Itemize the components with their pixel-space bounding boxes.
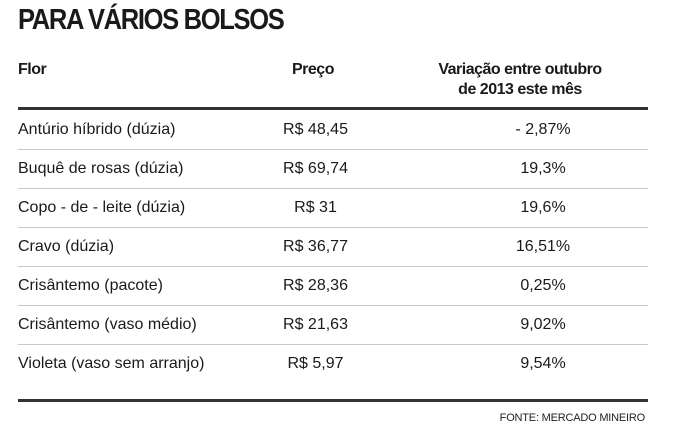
footer-divider (18, 399, 648, 402)
variation-cell: 19,6% (378, 188, 648, 228)
variation-cell: 16,51% (378, 227, 648, 267)
variation-cell: 9,54% (520, 355, 566, 372)
table-row: Copo - de - leite (dúzia) R$ 31 19,6% (18, 188, 648, 228)
header-variacao-line2: de 2013 este mês (458, 81, 582, 98)
header-divider (18, 107, 648, 110)
flower-cell: Violeta (vaso sem arranjo) (18, 355, 205, 372)
price-cell: R$ 69,74 (253, 149, 378, 189)
page-title: PARA VÁRIOS BOLSOS (18, 4, 285, 36)
price-table: Antúrio híbrido (dúzia) R$ 48,45- 2,87% Bu… (18, 111, 648, 383)
variation-cell: - 2,87% (378, 111, 648, 150)
table-row: Crisântemo (pacote) R$ 28,36 0,25% (18, 266, 648, 306)
price-cell: R$ 36,77 (253, 227, 378, 267)
variation-cell: 0,25% (378, 266, 648, 306)
header-flor: Flor (18, 61, 47, 78)
header-variacao: Variação entre outubro de 2013 este mês (420, 60, 620, 100)
flower-cell: Buquê de rosas (dúzia) (18, 149, 253, 189)
source-note: FONTE: MERCADO MINEIRO (499, 412, 646, 424)
flower-cell: Crisântemo (pacote) (18, 266, 253, 306)
flower-cell: Cravo (dúzia) (18, 227, 253, 267)
price-cell: R$ 31 (253, 188, 378, 228)
flower-cell: Antúrio híbrido (dúzia) (18, 111, 253, 150)
variation-cell: 9,02% (378, 305, 648, 345)
price-cell: R$ 21,63 (253, 305, 378, 345)
table-row: Cravo (dúzia) R$ 36,77 16,51% (18, 227, 648, 267)
table-row: Violeta (vaso sem arranjo) R$ 5,97 9,54% (18, 345, 648, 384)
flower-cell: Copo - de - leite (dúzia) (18, 188, 253, 228)
flower-cell: Crisântemo (vaso médio) (18, 305, 253, 345)
header-variacao-line1: Variação entre outubro (438, 61, 602, 78)
header-preco: Preço (292, 61, 334, 78)
price-cell: R$ 48,45 (253, 111, 378, 150)
table-row: Crisântemo (vaso médio) R$ 21,63 9,02% (18, 305, 648, 345)
table-row: Antúrio híbrido (dúzia) R$ 48,45- 2,87% (18, 111, 648, 150)
variation-cell: 19,3% (378, 149, 648, 189)
price-cell: R$ 28,36 (253, 266, 378, 306)
table-row: Buquê de rosas (dúzia) R$ 69,74 19,3% (18, 149, 648, 189)
price-cell: R$ 5,97 (287, 355, 344, 372)
